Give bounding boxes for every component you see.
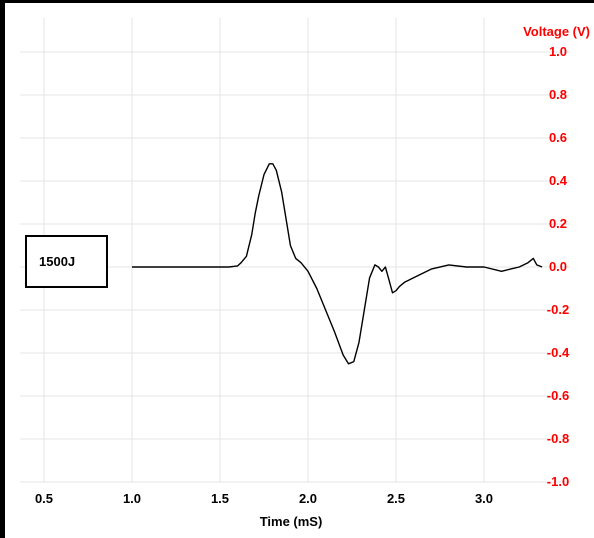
y-tick-label: -0.6	[547, 388, 569, 403]
energy-label: 1500J	[39, 254, 76, 269]
y-tick-label: 0.4	[549, 173, 568, 188]
y-axis-label: Voltage (V)	[523, 24, 590, 39]
y-tick-label: -0.4	[547, 345, 570, 360]
x-tick-label: 2.0	[299, 491, 317, 506]
energy-label-box: 1500J	[25, 235, 108, 288]
x-tick-label: 3.0	[475, 491, 493, 506]
frame-top-border	[0, 0, 594, 3]
x-axis-label: Time (mS)	[260, 514, 323, 529]
y-tick-label: -1.0	[547, 474, 569, 489]
y-tick-label: 0.8	[549, 87, 567, 102]
grid	[20, 18, 570, 483]
y-tick-label: 0.0	[549, 259, 567, 274]
x-tick-label: 2.5	[387, 491, 405, 506]
series-lines	[132, 163, 543, 365]
y-tick-label: 0.2	[549, 216, 567, 231]
x-tick-label: 1.5	[211, 491, 229, 506]
y-tick-label: -0.2	[547, 302, 569, 317]
y-tick-label: -0.8	[547, 431, 569, 446]
y-tick-label: 0.6	[549, 130, 567, 145]
y-tick-label: 1.0	[549, 44, 567, 59]
x-tick-labels: 0.5 1.0 1.5 2.0 2.5 3.0	[35, 491, 493, 506]
voltage-trace	[132, 163, 543, 365]
x-tick-label: 1.0	[123, 491, 141, 506]
frame-left-border	[0, 0, 5, 538]
y-tick-labels: 1.0 0.8 0.6 0.4 0.2 0.0 -0.2 -0.4 -0.6 -0.8 -1.0	[547, 44, 570, 489]
x-tick-label: 0.5	[35, 491, 53, 506]
